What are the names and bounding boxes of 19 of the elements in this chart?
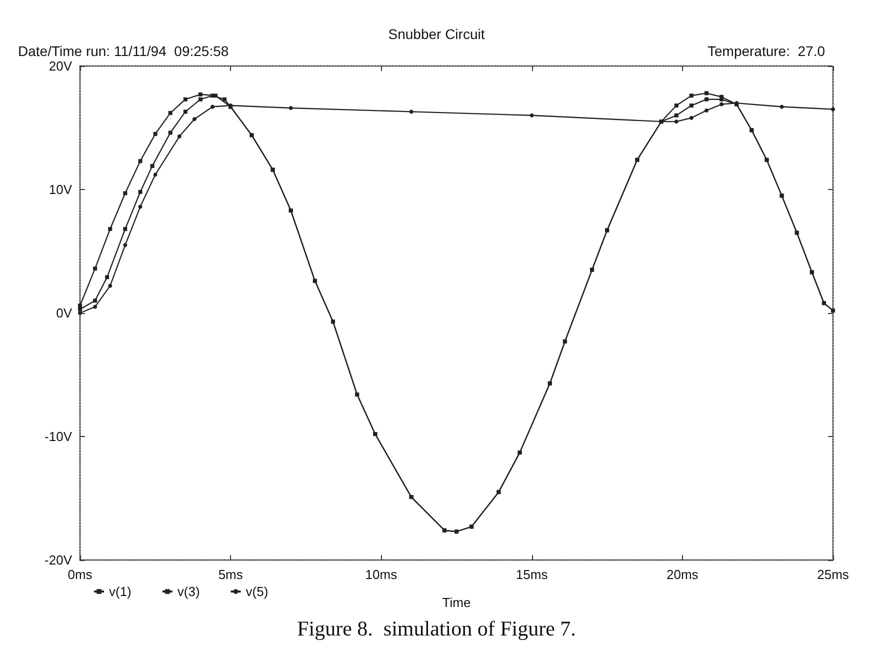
text: Temperature: 27.0 <box>707 43 826 59</box>
caption: Figure 8. simulation of Figure 7. <box>297 616 576 640</box>
chart-title: Snubber Circuit <box>388 26 485 42</box>
text: Date/Time run: 11/11/94 09:25:58 <box>18 43 229 59</box>
y-tick-label: -20V <box>44 552 72 568</box>
x-tick-label: 10ms <box>365 567 398 582</box>
y-tick-label: 10V <box>48 182 72 197</box>
legend-label: v(1) <box>109 584 132 599</box>
x-axis-title: Time <box>442 595 471 610</box>
y-tick-label: -10V <box>44 429 72 444</box>
x-tick-label: 5ms <box>218 567 244 582</box>
y-tick-label: 20V <box>48 58 72 74</box>
y-tick-label: 0V <box>56 306 72 320</box>
x-tick-label: 25ms <box>817 567 850 582</box>
x-tick-label: 0ms <box>68 567 93 582</box>
x-tick-label: 20ms <box>666 567 699 582</box>
legend-label: v(3) <box>177 584 200 599</box>
x-tick-label: 15ms <box>516 567 548 582</box>
legend-label: v(5) <box>246 584 268 599</box>
